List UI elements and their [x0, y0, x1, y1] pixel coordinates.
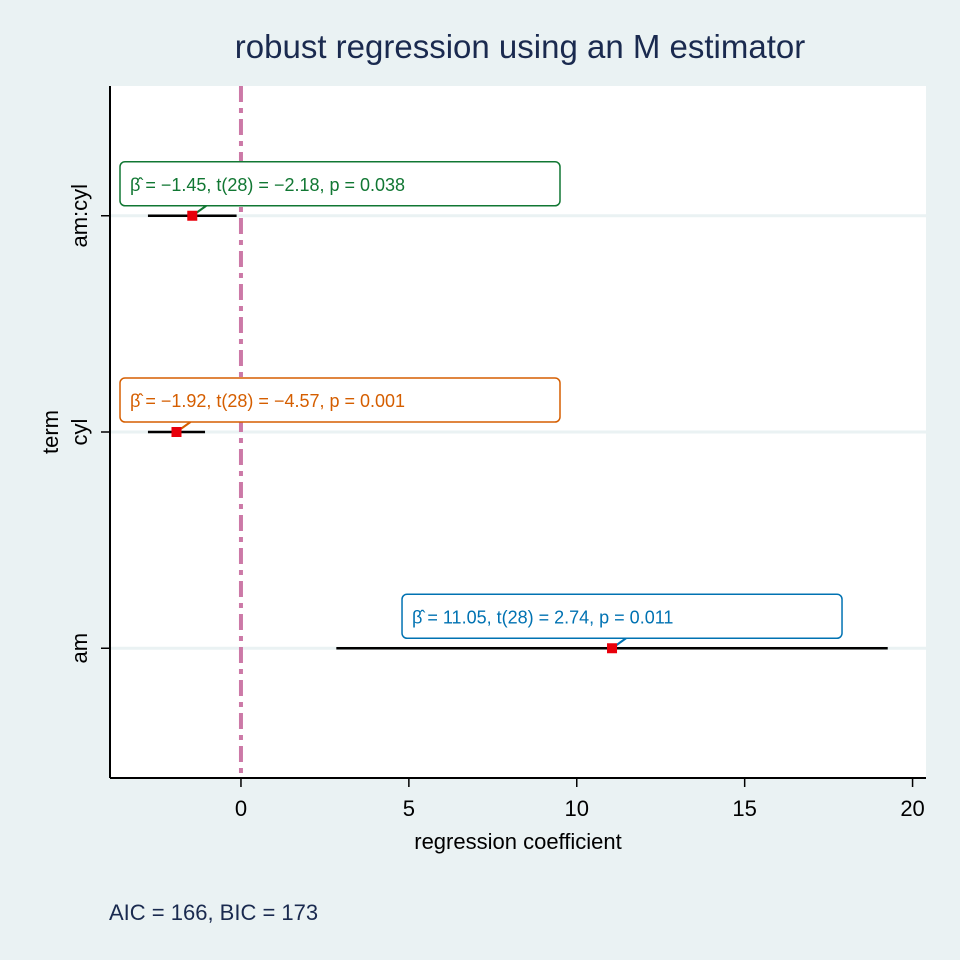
- annotation-label-am: β̂ = 11.05, t(28) = 2.74, p = 0.011: [412, 607, 673, 627]
- annotation-box-am-cyl: [119, 161, 561, 207]
- x-tick-label: 15: [732, 796, 756, 821]
- x-tick-label: 20: [900, 796, 924, 821]
- x-tick-label: 10: [565, 796, 589, 821]
- x-axis-title: regression coefficient: [414, 829, 622, 854]
- annotation-label-am-cyl: β̂ = −1.45, t(28) = −2.18, p = 0.038: [130, 175, 405, 195]
- annotation-box-cyl: [119, 377, 561, 423]
- footer-caption: AIC = 166, BIC = 173: [109, 900, 319, 925]
- y-tick-label: cyl: [67, 419, 92, 446]
- y-tick-label: am: [67, 633, 92, 664]
- x-tick-label: 5: [403, 796, 415, 821]
- chart-title: robust regression using an M estimator: [234, 28, 806, 65]
- annotation-label-cyl: β̂ = −1.92, t(28) = −4.57, p = 0.001: [130, 391, 405, 411]
- annotation-box-am: [401, 593, 843, 639]
- y-axis-title: term: [38, 410, 63, 454]
- point-estimate-cyl: [171, 427, 182, 437]
- axes-layer: 0 5 10 15 20 am:cyl cyl am: [67, 86, 926, 821]
- point-estimate-am: [607, 643, 618, 654]
- marks-layer: β̂ = −1.45, t(28) = −2.18, p = 0.038 β̂ =…: [119, 161, 888, 654]
- y-tick-label: am:cyl: [67, 184, 92, 248]
- x-tick-label: 0: [235, 796, 247, 821]
- point-estimate-am-cyl: [187, 210, 198, 221]
